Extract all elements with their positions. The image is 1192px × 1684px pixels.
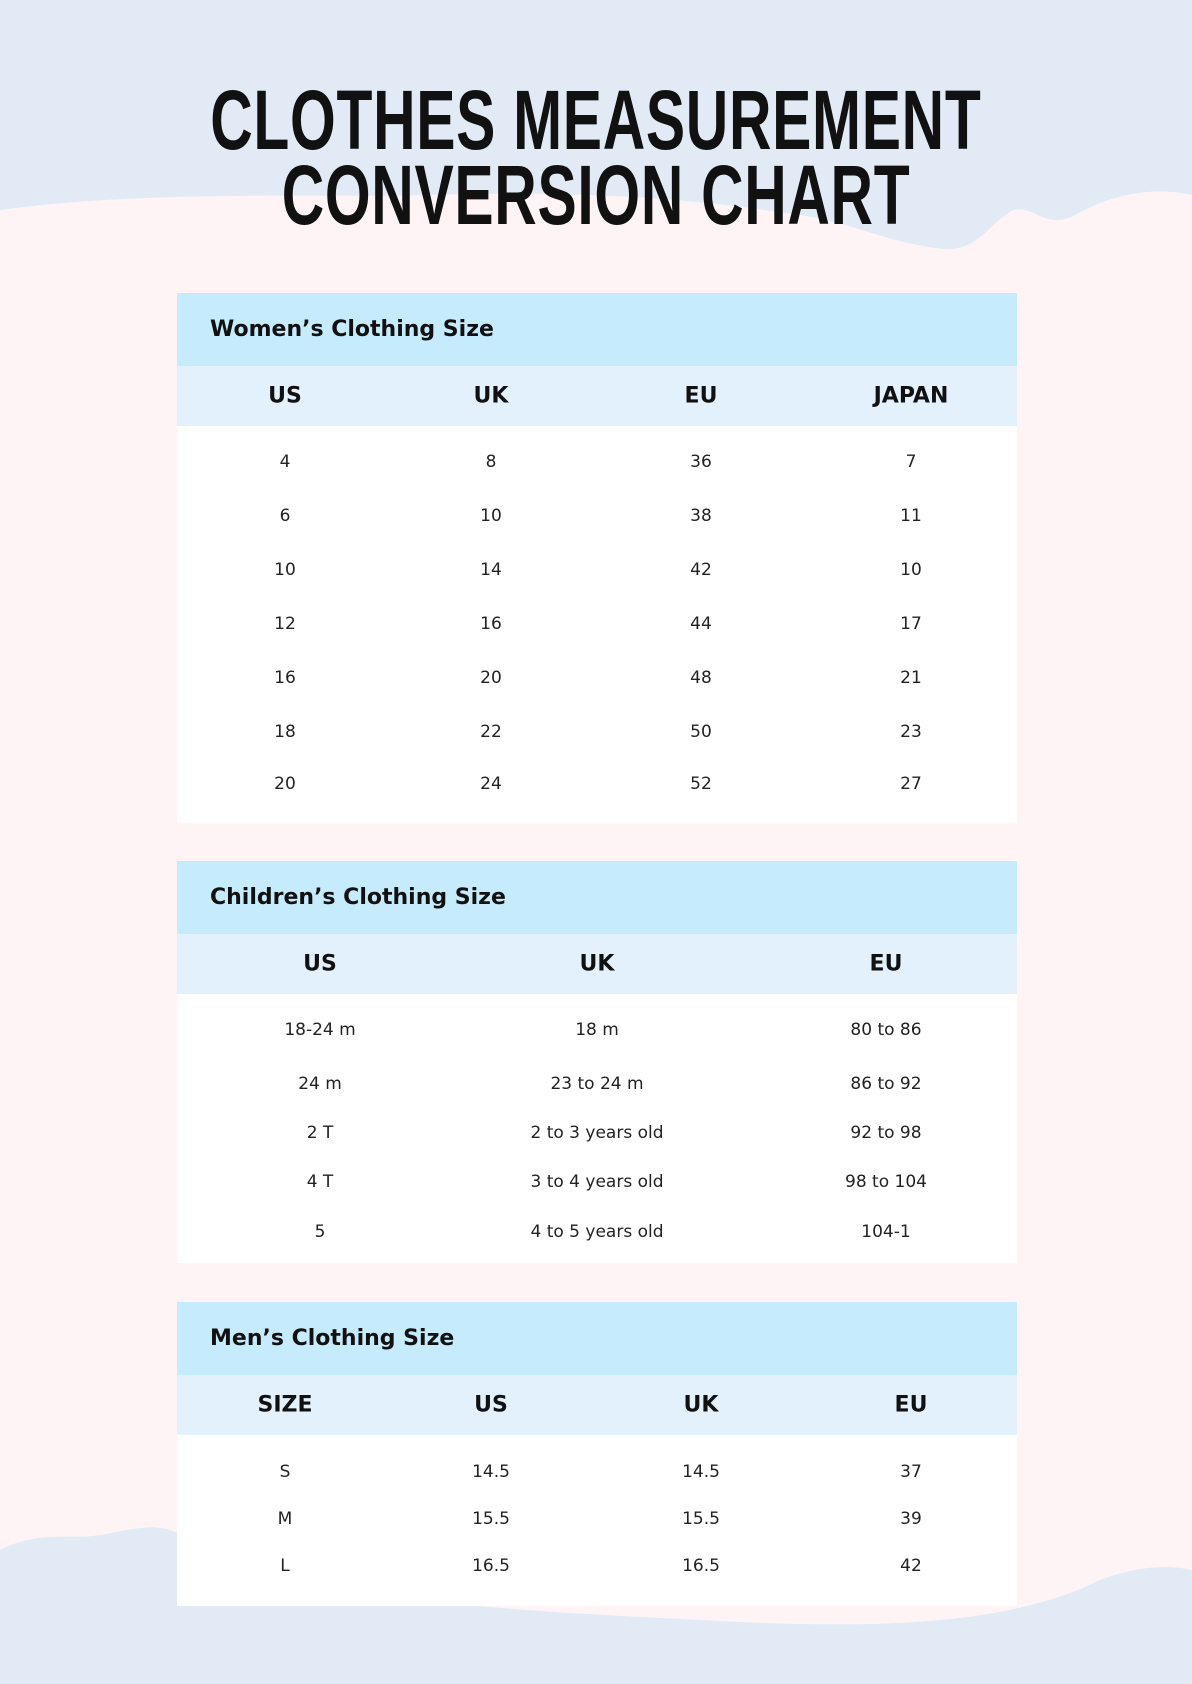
table-cell: 18 m xyxy=(575,1020,619,1040)
childrens-size-table: Children’s Clothing Size US UK EU 18-24 m 18 … xyxy=(177,861,1017,1263)
table-cell: 21 xyxy=(900,668,922,688)
table-cell: 16 xyxy=(480,614,502,634)
table-cell: 11 xyxy=(900,506,922,526)
table-cell: 2 to 3 years old xyxy=(530,1123,664,1143)
table-cell: 23 xyxy=(900,722,922,742)
table-cell: 39 xyxy=(900,1509,922,1529)
column-header: EU xyxy=(684,383,718,409)
column-header: SIZE xyxy=(257,1392,313,1418)
table-cell: 4 T xyxy=(306,1172,334,1192)
table-cell: S xyxy=(279,1462,291,1482)
table-cell: 10 xyxy=(900,560,922,580)
table-cell: 48 xyxy=(690,668,712,688)
column-header: UK xyxy=(683,1392,719,1418)
table-cell: 104-1 xyxy=(861,1222,911,1242)
table-title: Children’s Clothing Size xyxy=(177,861,1017,934)
column-header: EU xyxy=(869,951,903,977)
column-header: US xyxy=(474,1392,508,1418)
table-cell: 42 xyxy=(690,560,712,580)
table-cell: 18-24 m xyxy=(284,1020,356,1040)
table-cell: 27 xyxy=(900,774,922,794)
table-cell: 4 xyxy=(279,452,291,472)
column-header: EU xyxy=(894,1392,928,1418)
page-title-line1: CLOTHES MEASUREMENT xyxy=(210,73,982,167)
table-cell: 4 to 5 years old xyxy=(530,1222,664,1242)
table-cell: 10 xyxy=(480,506,502,526)
table-cell: 38 xyxy=(690,506,712,526)
table-cell: 92 to 98 xyxy=(850,1123,922,1143)
table-cell: 6 xyxy=(279,506,291,526)
table-cell: 14.5 xyxy=(682,1462,720,1482)
mens-size-table: Men’s Clothing Size SIZE US UK EU S 14.5 14.5 37… xyxy=(177,1302,1017,1606)
table-cell: 50 xyxy=(690,722,712,742)
table-cell: 7 xyxy=(905,452,917,472)
table-cell: 15.5 xyxy=(682,1509,720,1529)
table-header-row xyxy=(177,366,1017,426)
table-cell: 36 xyxy=(690,452,712,472)
table-cell: 22 xyxy=(480,722,502,742)
table-cell: 20 xyxy=(480,668,502,688)
table-cell: L xyxy=(280,1556,290,1576)
table-cell: 14.5 xyxy=(472,1462,510,1482)
page-title-line2: CONVERSION CHART xyxy=(281,148,911,242)
table-cell: 17 xyxy=(900,614,922,634)
table-cell: 15.5 xyxy=(472,1509,510,1529)
table-cell: 86 to 92 xyxy=(850,1074,922,1094)
table-cell: 5 xyxy=(314,1222,326,1242)
table-cell: 37 xyxy=(900,1462,922,1482)
table-cell: 24 xyxy=(480,774,502,794)
table-title: Men’s Clothing Size xyxy=(177,1302,1017,1375)
womens-size-table: Women’s Clothing Size US UK EU JAPAN 4 8 36 7 6 10… xyxy=(177,293,1017,823)
column-header: UK xyxy=(473,383,509,409)
table-cell: M xyxy=(277,1509,293,1529)
table-title: Women’s Clothing Size xyxy=(177,293,1017,366)
table-cell: 24 m xyxy=(298,1074,342,1094)
table-cell: 16 xyxy=(274,668,296,688)
table-cell: 23 to 24 m xyxy=(550,1074,644,1094)
table-cell: 42 xyxy=(900,1556,922,1576)
column-header: US xyxy=(268,383,302,409)
table-cell: 44 xyxy=(690,614,712,634)
table-cell: 18 xyxy=(274,722,296,742)
table-header-row xyxy=(177,934,1017,994)
table-cell: 16.5 xyxy=(472,1556,510,1576)
table-header-row xyxy=(177,1375,1017,1435)
table-cell: 8 xyxy=(485,452,497,472)
table-cell: 3 to 4 years old xyxy=(530,1172,664,1192)
column-header: UK xyxy=(579,951,615,977)
table-cell: 16.5 xyxy=(682,1556,720,1576)
table-cell: 2 T xyxy=(306,1123,334,1143)
table-cell: 10 xyxy=(274,560,296,580)
table-cell: 80 to 86 xyxy=(850,1020,922,1040)
table-cell: 12 xyxy=(274,614,296,634)
table-cell: 98 to 104 xyxy=(845,1172,927,1192)
column-header: US xyxy=(303,951,337,977)
column-header: JAPAN xyxy=(873,383,949,409)
table-cell: 14 xyxy=(480,560,502,580)
table-cell: 20 xyxy=(274,774,296,794)
table-cell: 52 xyxy=(690,774,712,794)
